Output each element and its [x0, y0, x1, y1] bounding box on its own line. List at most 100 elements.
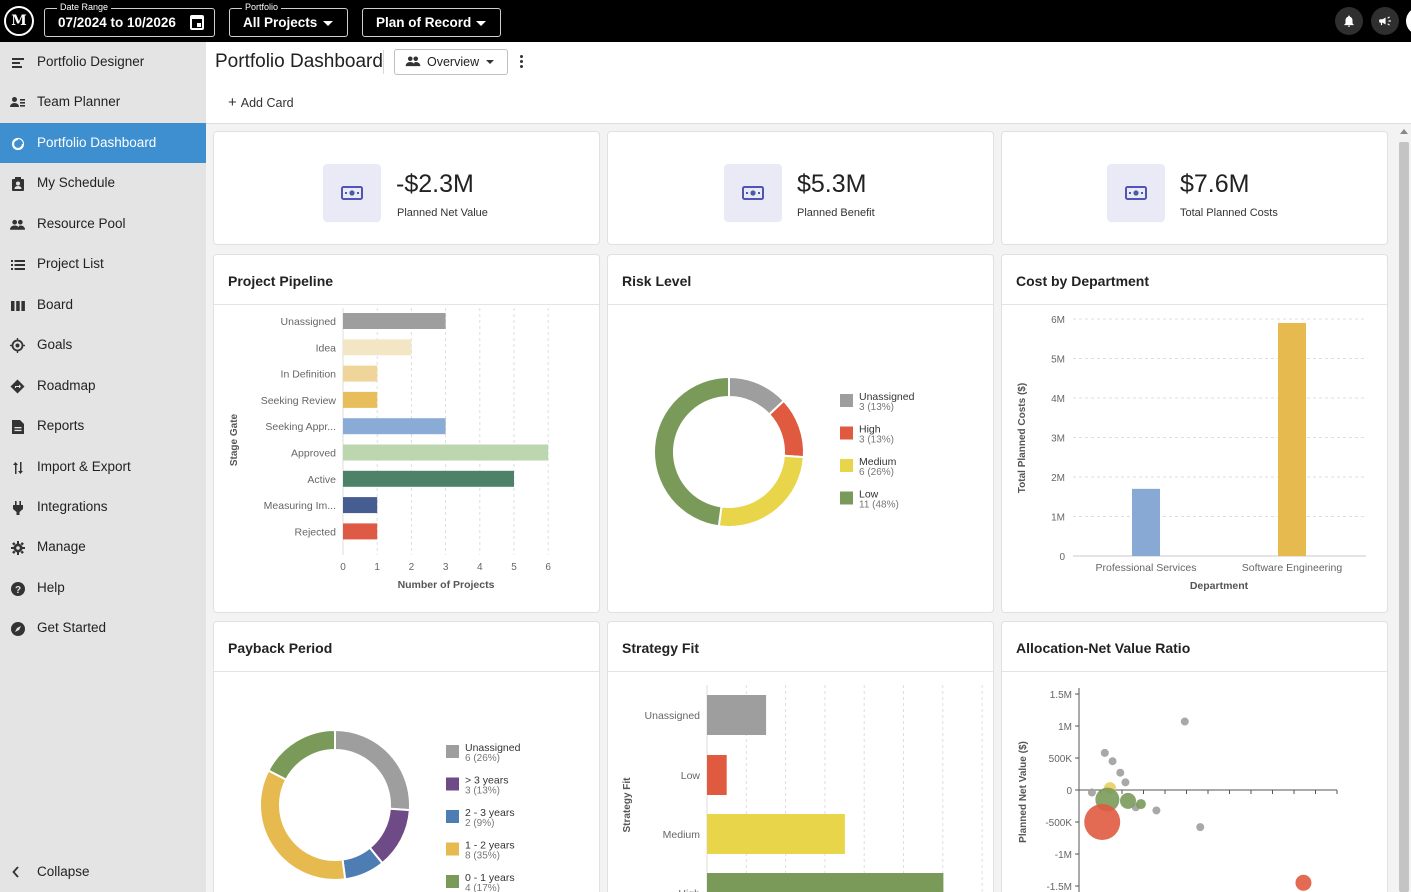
date-range-value: 07/2024 to 10/2026	[58, 15, 176, 30]
card-title: Payback Period	[228, 640, 333, 656]
sidebar-item-label: Team Planner	[37, 94, 121, 109]
legend-swatch	[446, 842, 459, 856]
y-tick-label: Measuring Im...	[264, 500, 336, 512]
sidebar-item-label: Reports	[37, 418, 85, 433]
y-tick-label: Medium	[663, 829, 701, 841]
megaphone-icon	[1379, 16, 1391, 26]
sidebar-item-help[interactable]: ? Help	[0, 568, 206, 608]
scroll-up-arrow[interactable]	[1400, 129, 1408, 134]
sidebar-item-label: Import & Export	[37, 459, 131, 474]
sidebar-item-resource-pool[interactable]: Resource Pool	[0, 204, 206, 244]
compass-icon	[10, 621, 25, 636]
sidebar-item-goals[interactable]: Goals	[0, 325, 206, 365]
card-project-pipeline[interactable]: Project Pipeline 0 1 2 3 4 5 6 Unassigned Idea In…	[213, 254, 600, 613]
user-avatar-button[interactable]	[1406, 7, 1411, 35]
help-icon: ?	[10, 581, 25, 596]
bar	[707, 873, 944, 892]
page-title: Portfolio Dashboard	[215, 51, 383, 72]
x-tick-label: 4	[477, 562, 483, 573]
sidebar-item-label: Help	[37, 580, 65, 595]
top-bar: M Date Range 07/2024 to 10/2026 Portfoli…	[0, 0, 1411, 42]
y-axis-label: Planned Net Value ($)	[1018, 741, 1029, 843]
bar	[707, 755, 727, 795]
sidebar-item-label: Resource Pool	[37, 216, 126, 231]
collapse-button[interactable]: Collapse	[0, 854, 206, 890]
plan-select[interactable]: Plan of Record	[362, 8, 501, 37]
x-tick-label: 6	[545, 562, 551, 573]
dashboard-icon	[10, 136, 25, 151]
bell-icon	[1344, 15, 1354, 27]
add-card-button[interactable]: + Add Card	[228, 94, 294, 111]
sidebar-item-label: Integrations	[37, 499, 108, 514]
x-tick-label: 2	[409, 562, 415, 573]
card-risk-level[interactable]: Risk Level Unassigned 3 (13%) High 3 (13%) M…	[607, 254, 994, 613]
legend-swatch	[446, 810, 459, 823]
kpi-label: Planned Net Value	[397, 207, 488, 219]
card-allocation-ratio[interactable]: Allocation-Net Value Ratio 1.5M 1M 500K 0 -5…	[1001, 621, 1388, 892]
pie-slice	[717, 454, 805, 528]
y-tick-label: 6M	[1051, 315, 1065, 326]
card-payback-period[interactable]: Payback Period Unassigned 6 (26%) > 3 year…	[213, 621, 600, 892]
app-logo[interactable]: M	[4, 6, 34, 36]
sidebar-item-integrations[interactable]: Integrations	[0, 487, 206, 527]
view-select[interactable]: Overview	[394, 49, 508, 75]
announcements-button[interactable]	[1371, 7, 1399, 35]
bar	[343, 313, 446, 329]
calendar-icon[interactable]	[190, 15, 204, 30]
sidebar-item-portfolio-designer[interactable]: Portfolio Designer	[0, 42, 206, 82]
x-tick-label: 1	[374, 562, 380, 573]
bar	[343, 418, 446, 435]
scatter-point	[1135, 799, 1146, 810]
sidebar-item-my-schedule[interactable]: My Schedule	[0, 163, 206, 203]
more-options-icon[interactable]	[520, 55, 524, 69]
sidebar-item-reports[interactable]: Reports	[0, 406, 206, 446]
pie-slice	[267, 728, 336, 782]
chevron-left-icon	[12, 866, 20, 881]
bar	[343, 523, 378, 540]
legend-label: 1 - 2 years	[465, 840, 515, 852]
kpi-card-net-value[interactable]: -$2.3M Planned Net Value	[213, 131, 600, 245]
scatter-point	[1121, 778, 1130, 787]
designer-icon	[10, 55, 25, 70]
y-tick-label: Approved	[291, 448, 336, 460]
bar	[343, 339, 412, 356]
x-tick-label: 0	[340, 562, 346, 573]
legend-value: 3 (13%)	[859, 435, 894, 446]
kpi-value: $5.3M	[797, 170, 867, 198]
pie-slice	[767, 399, 805, 459]
card-cost-by-department[interactable]: Cost by Department 0 1M 2M 3M 4M 5M 6M Professi…	[1001, 254, 1388, 613]
y-tick-label: -1.5M	[1046, 882, 1072, 892]
kpi-value: $7.6M	[1180, 170, 1250, 198]
kpi-card-costs[interactable]: $7.6M Total Planned Costs	[1001, 131, 1388, 245]
sidebar-item-project-list[interactable]: Project List	[0, 244, 206, 284]
card-title: Risk Level	[622, 273, 692, 289]
sidebar-item-import-export[interactable]: Import & Export	[0, 447, 206, 487]
y-tick-label: High	[678, 888, 700, 892]
allocation-chart: 1.5M 1M 500K 0 -500K -1M -1.5M Planned Net Valu…	[1018, 688, 1338, 892]
sidebar-item-get-started[interactable]: Get Started	[0, 608, 206, 648]
scatter-point	[1120, 792, 1137, 809]
scrollbar-thumb[interactable]	[1399, 142, 1409, 892]
plus-icon: +	[228, 94, 237, 111]
date-range-picker[interactable]: Date Range 07/2024 to 10/2026	[44, 2, 215, 37]
card-strategy-fit[interactable]: Strategy Fit Unassigned Low Medium High Stra…	[607, 621, 994, 892]
x-tick-label: 5	[511, 562, 517, 573]
bar	[343, 470, 514, 487]
gear-icon	[10, 540, 25, 555]
sidebar-item-roadmap[interactable]: Roadmap	[0, 366, 206, 406]
legend-value: 6 (26%)	[859, 467, 894, 478]
sidebar-item-board[interactable]: Board	[0, 285, 206, 325]
legend-label: High	[859, 424, 881, 436]
portfolio-select[interactable]: Portfolio All Projects	[229, 2, 348, 37]
board-icon	[10, 298, 25, 313]
pie-slice	[653, 375, 730, 528]
sidebar-item-portfolio-dashboard[interactable]: Portfolio Dashboard	[0, 123, 206, 163]
sidebar-item-manage[interactable]: Manage	[0, 527, 206, 567]
x-tick-label: 3	[443, 562, 449, 573]
legend-swatch	[446, 745, 459, 758]
sidebar-item-team-planner[interactable]: Team Planner	[0, 82, 206, 122]
y-tick-label: Idea	[316, 342, 337, 354]
scatter-point	[1196, 823, 1205, 832]
notifications-button[interactable]	[1335, 7, 1363, 35]
kpi-card-benefit[interactable]: $5.3M Planned Benefit	[607, 131, 994, 245]
